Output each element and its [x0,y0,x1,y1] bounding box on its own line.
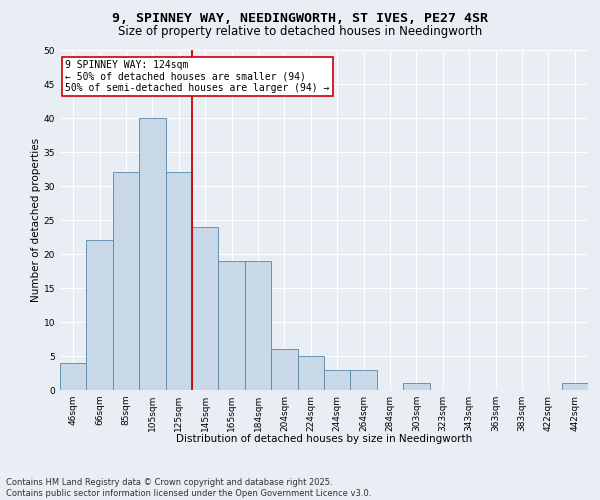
Bar [324,370,350,390]
Bar [166,172,192,390]
Bar [403,383,430,390]
Bar [192,227,218,390]
Bar [139,118,166,390]
Text: Size of property relative to detached houses in Needingworth: Size of property relative to detached ho… [118,25,482,38]
Bar [298,356,324,390]
Bar [218,261,245,390]
Text: Contains HM Land Registry data © Crown copyright and database right 2025.
Contai: Contains HM Land Registry data © Crown c… [6,478,371,498]
Text: 9 SPINNEY WAY: 124sqm
← 50% of detached houses are smaller (94)
50% of semi-deta: 9 SPINNEY WAY: 124sqm ← 50% of detached … [65,60,329,94]
Text: 9, SPINNEY WAY, NEEDINGWORTH, ST IVES, PE27 4SR: 9, SPINNEY WAY, NEEDINGWORTH, ST IVES, P… [112,12,488,26]
Y-axis label: Number of detached properties: Number of detached properties [31,138,41,302]
Bar [562,383,588,390]
Bar [271,349,298,390]
X-axis label: Distribution of detached houses by size in Needingworth: Distribution of detached houses by size … [176,434,472,444]
Bar [60,363,86,390]
Bar [113,172,139,390]
Bar [245,261,271,390]
Bar [86,240,113,390]
Bar [350,370,377,390]
